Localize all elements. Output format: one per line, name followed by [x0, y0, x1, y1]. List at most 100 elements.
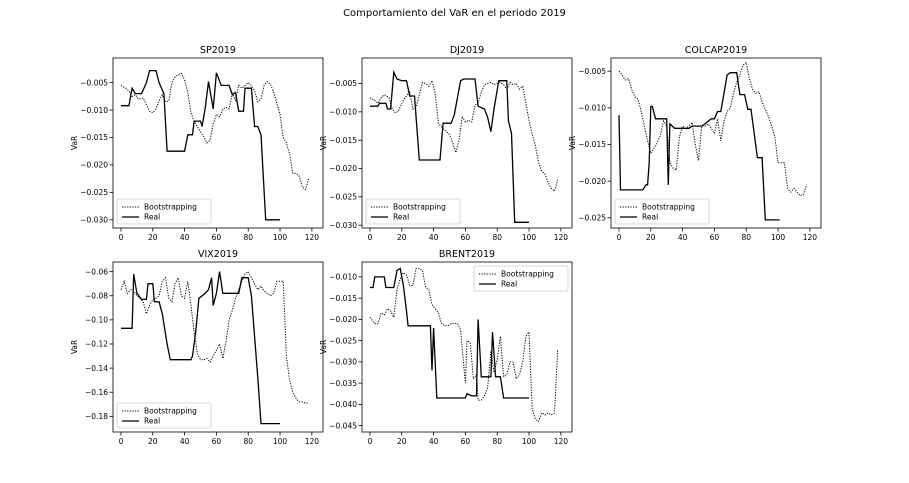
x-tick-label: 120	[305, 233, 320, 242]
y-tick-label: −0.10	[85, 316, 108, 325]
y-axis-label: VaR	[70, 136, 79, 150]
y-tick-label: −0.020	[329, 315, 357, 324]
x-tick-label: 20	[148, 437, 158, 446]
y-tick-label: −0.015	[329, 294, 357, 303]
x-tick-label: 20	[148, 233, 158, 242]
series-line-real	[121, 271, 280, 425]
y-tick-label: −0.025	[80, 188, 108, 197]
y-tick-label: −0.005	[578, 67, 606, 76]
plot-frame	[361, 57, 573, 229]
legend-label-bootstrapping: Bootstrapping	[501, 270, 554, 279]
x-tick-label: 100	[273, 437, 288, 446]
legend-box	[116, 402, 212, 429]
y-axis-label: VaR	[319, 136, 328, 150]
x-tick-label: 20	[397, 437, 407, 446]
series-line-real	[370, 69, 529, 223]
x-tick-label: 60	[212, 233, 222, 242]
subplot-title: VIX2019	[198, 249, 238, 260]
x-tick-label: 80	[243, 437, 253, 446]
legend-box	[473, 265, 569, 292]
y-tick-label: −0.16	[85, 388, 108, 397]
y-tick-label: −0.020	[80, 161, 108, 170]
y-tick-label: −0.010	[329, 108, 357, 117]
x-tick-label: 0	[368, 233, 373, 242]
x-tick-label: 120	[305, 437, 320, 446]
y-axis-label: VaR	[568, 136, 577, 150]
subplot-brent2019: BRENT2019 VaR 0 20 40 60 80 100 120 −0.045 −0.040 −…	[319, 249, 573, 446]
x-tick-label: 100	[522, 437, 537, 446]
legend-box	[365, 198, 461, 225]
subplot-dj2019: DJ2019 VaR 0 20 40 60 80 100 120 −0.030 −0.025 −0.0…	[319, 45, 573, 242]
x-tick-label: 80	[492, 437, 502, 446]
x-tick-label: 100	[273, 233, 288, 242]
x-tick-label: 40	[180, 233, 190, 242]
series-line-real	[370, 267, 529, 399]
x-tick-label: 0	[119, 233, 124, 242]
x-tick-label: 40	[429, 233, 439, 242]
x-tick-label: 100	[771, 233, 786, 242]
x-tick-label: 40	[429, 437, 439, 446]
series-line-bootstrapping	[120, 72, 310, 191]
y-axis-label: VaR	[319, 340, 328, 354]
y-tick-label: −0.18	[85, 412, 108, 421]
legend-label-bootstrapping: Bootstrapping	[144, 203, 197, 212]
series-line-bootstrapping	[369, 79, 559, 193]
series-line-real	[618, 72, 780, 221]
plot-frame	[610, 57, 822, 229]
y-tick-label: −0.025	[329, 336, 357, 345]
legend-label-bootstrapping: Bootstrapping	[393, 203, 446, 212]
y-tick-label: −0.010	[329, 273, 357, 282]
x-tick-label: 40	[180, 437, 190, 446]
x-tick-label: 60	[212, 437, 222, 446]
subplot-title: BRENT2019	[439, 249, 495, 260]
y-tick-label: −0.040	[329, 400, 357, 409]
x-tick-label: 20	[397, 233, 407, 242]
y-tick-label: −0.030	[329, 358, 357, 367]
x-tick-label: 0	[119, 437, 124, 446]
y-axis-label: VaR	[70, 340, 79, 354]
subplot-title: DJ2019	[450, 45, 484, 56]
x-tick-label: 60	[461, 437, 471, 446]
y-tick-label: −0.010	[578, 104, 606, 113]
x-tick-label: 80	[243, 233, 253, 242]
series-line-bootstrapping	[369, 267, 559, 423]
series-line-bootstrapping	[618, 61, 808, 197]
x-tick-label: 60	[710, 233, 720, 242]
x-tick-label: 60	[461, 233, 471, 242]
y-tick-label: −0.015	[80, 133, 108, 142]
x-tick-label: 120	[554, 437, 569, 446]
y-tick-label: −0.005	[80, 78, 108, 87]
legend-label-real: Real	[144, 417, 160, 426]
y-tick-label: −0.14	[85, 364, 108, 373]
series-line-bootstrapping	[120, 270, 309, 404]
y-tick-label: −0.015	[578, 140, 606, 149]
y-tick-label: −0.025	[578, 213, 606, 222]
y-tick-label: −0.045	[329, 421, 357, 430]
y-tick-label: −0.08	[85, 291, 108, 300]
y-tick-label: −0.025	[329, 193, 357, 202]
y-tick-label: −0.035	[329, 379, 357, 388]
figure-title: Comportamiento del VaR en el periodo 201…	[343, 8, 566, 19]
y-tick-label: −0.030	[329, 221, 357, 230]
plot-frame	[112, 57, 324, 229]
subplot-title: SP2019	[200, 45, 236, 56]
y-tick-label: −0.020	[329, 164, 357, 173]
x-tick-label: 40	[678, 233, 688, 242]
subplot-vix2019: VIX2019 VaR 0 20 40 60 80 100 120 −0.18 −0.16 −0.14…	[70, 249, 324, 446]
plot-frame	[112, 261, 324, 433]
legend-label-real: Real	[144, 213, 160, 222]
y-tick-label: −0.12	[85, 340, 108, 349]
legend-label-bootstrapping: Bootstrapping	[144, 407, 197, 416]
x-tick-label: 20	[646, 233, 656, 242]
plot-frame	[361, 261, 573, 433]
x-tick-label: 100	[522, 233, 537, 242]
x-tick-label: 0	[368, 437, 373, 446]
legend-box	[116, 198, 212, 225]
subplot-sp2019: SP2019 VaR 0 20 40 60 80 100 120 −0.030 −0.025 −0.0…	[70, 45, 324, 242]
legend-label-real: Real	[393, 213, 409, 222]
